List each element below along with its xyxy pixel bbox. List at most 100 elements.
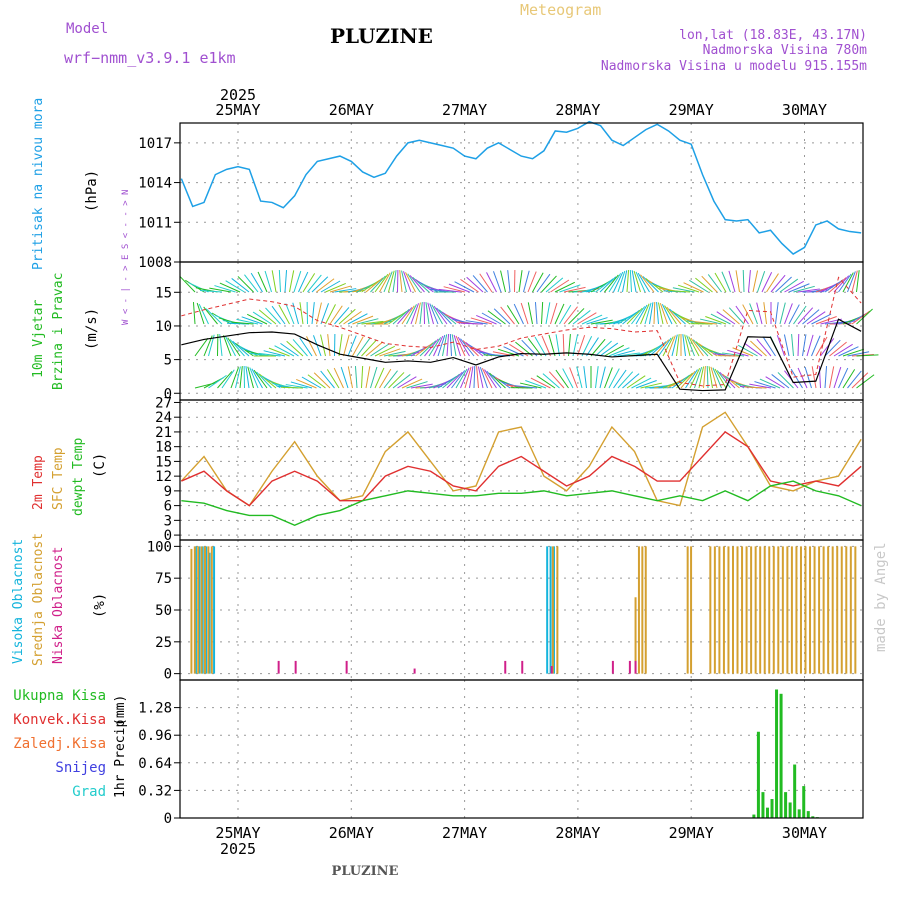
wind-arrow <box>554 281 575 293</box>
cloud-bar-niska-oblacnost <box>550 666 553 674</box>
wind-arrow <box>338 334 343 357</box>
cloud-bar-srednja-oblacnost <box>763 546 766 674</box>
wind-arrow <box>258 309 277 325</box>
wind-arrow <box>460 278 479 293</box>
wind-arrow <box>253 369 268 389</box>
wind-arrow <box>542 373 560 389</box>
cloud-bar-srednja-oblacnost <box>637 546 640 674</box>
wind-arrow <box>365 366 371 389</box>
wind-arrow <box>370 366 378 389</box>
cloud-bar-niska-oblacnost <box>277 660 280 674</box>
wind-arrow <box>527 271 537 293</box>
wind-arrow <box>250 272 263 293</box>
wind-arrow <box>699 318 722 325</box>
wind-arrow <box>617 270 626 293</box>
wind-arrow <box>486 272 497 293</box>
wind-arrow <box>192 302 196 325</box>
wind-arrow <box>427 302 434 325</box>
wind-arrow <box>370 275 386 293</box>
precip-bar <box>765 807 769 818</box>
cloud-bar-srednja-oblacnost <box>804 546 807 674</box>
wind-arrow <box>454 281 475 293</box>
wind-arrow <box>518 270 523 293</box>
wind-arrow <box>548 371 565 389</box>
ytick-label-pressure: 1008 <box>138 255 172 271</box>
wind-arrow <box>446 371 463 389</box>
wind-arrow <box>689 279 709 293</box>
precip-bar <box>793 764 797 818</box>
wind-arrow <box>397 307 413 325</box>
wind-arrow <box>631 377 652 389</box>
wind-arrow <box>214 285 236 293</box>
model-label: Model <box>66 21 108 37</box>
wind-arrow <box>316 278 335 293</box>
wind-arrow <box>763 337 776 357</box>
wind-arrow <box>415 342 434 357</box>
wind-arrow <box>664 305 677 325</box>
wind-arrow <box>637 272 650 293</box>
wind-arrow <box>777 372 794 389</box>
wind-arrow <box>599 342 619 357</box>
cloud-bar-visoka-oblacnost <box>549 546 552 674</box>
wind-arrow <box>599 366 606 389</box>
wind-arrow <box>676 334 680 357</box>
cloud-bar-visoka-oblacnost <box>198 546 201 674</box>
wind-arrow <box>671 310 691 325</box>
cloud-bar-srednja-oblacnost <box>745 546 748 674</box>
wind-arrow <box>806 334 814 357</box>
panel-pressure: 1008 1011 1014 1017 <box>138 120 863 271</box>
wind-arrow <box>815 316 837 325</box>
temp-unit: (C) <box>92 453 108 478</box>
wind-arrow <box>493 271 502 293</box>
wind-arrow <box>568 308 585 325</box>
precip-legend-konvek-kisa: Konvek.Kisa <box>13 712 106 728</box>
cloud-bar-niska-oblacnost <box>628 660 631 674</box>
cloud-bar-visoka-oblacnost <box>194 546 197 674</box>
wind-arrow <box>374 367 385 389</box>
wind-arrow <box>856 374 875 389</box>
day-labels-bottom: 25MAY 26MAY 27MAY 28MAY 29MAY 30MAY <box>215 824 827 842</box>
wind-arrow <box>469 366 474 389</box>
wind-arrow <box>550 279 570 293</box>
wind-arrow <box>568 334 571 357</box>
wind-arrow <box>329 305 343 325</box>
wind-arrow <box>775 276 792 293</box>
day-label-top-25may: 25MAY <box>215 101 260 119</box>
wind-arrow <box>252 311 272 325</box>
cloud-bar-srednja-oblacnost <box>204 546 207 674</box>
wind-arrow <box>847 351 870 357</box>
wind-arrow <box>710 366 718 389</box>
cloud-bar-srednja-oblacnost <box>836 546 839 674</box>
wind-arrow <box>766 273 779 293</box>
wind-arrow <box>784 280 804 293</box>
wind-arrow <box>470 317 493 325</box>
wind-arrow <box>842 348 865 357</box>
wind-arrow <box>838 346 859 357</box>
precip-bar <box>770 799 774 818</box>
cloud-bar-niska-oblacnost <box>611 660 614 674</box>
wind-arrow <box>333 367 344 389</box>
wind-arrow <box>442 373 460 389</box>
wind-arrow <box>392 374 411 389</box>
wind-arrow <box>682 334 686 357</box>
wind-arrow <box>208 374 227 389</box>
wind-arrow <box>466 276 484 293</box>
wind-arrow <box>401 378 423 389</box>
wind-arrow <box>200 289 223 293</box>
wind-arrow <box>705 316 727 325</box>
wind-arrow <box>666 306 682 325</box>
wind-arrow <box>695 321 718 325</box>
wind-arrow <box>622 309 640 325</box>
wind-arrow <box>586 337 599 357</box>
wind-arrow <box>481 368 493 389</box>
model-elevation-label: Nadmorska Visina u modelu 915.155m <box>601 59 867 74</box>
day-label-top-27may: 27MAY <box>442 101 487 119</box>
wind-arrow <box>268 347 290 357</box>
precip-unit: (mm) <box>113 695 128 726</box>
precip-legend-snijeg: Snijeg <box>55 760 106 776</box>
wind-arrow <box>506 305 520 325</box>
wind-arrow <box>686 335 695 357</box>
wind-arrow <box>728 307 745 325</box>
wind-arrow <box>742 269 745 293</box>
precip-legend: Ukupna Kisa Konvek.Kisa Zaledj.Kisa Snijeg G… <box>13 688 106 800</box>
